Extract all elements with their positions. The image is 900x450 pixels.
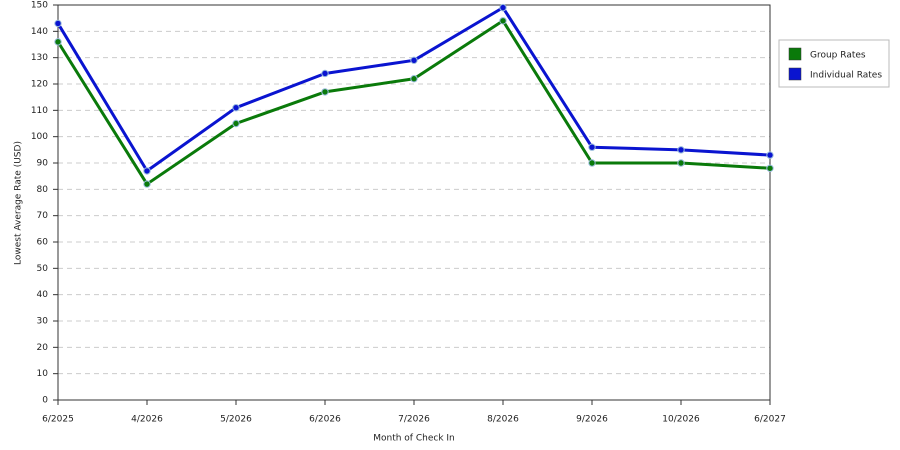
data-point [321, 69, 329, 78]
y-tick-label: 20 [37, 343, 49, 353]
data-point [143, 167, 151, 175]
x-tick-label: 6/2027 [754, 415, 786, 425]
y-tick-label: 10 [37, 369, 49, 379]
y-tick-label: 80 [37, 185, 49, 195]
y-tick-label: 50 [37, 264, 49, 274]
plot-frame [57, 4, 771, 401]
series-line [56, 6, 771, 173]
data-point [143, 180, 151, 188]
x-tick-label: 8/2026 [487, 415, 519, 425]
y-tick-label: 100 [31, 132, 48, 142]
legend-swatch [788, 47, 802, 61]
data-point [499, 3, 507, 12]
data-point [766, 151, 774, 159]
x-tick-label: 6/2026 [309, 415, 341, 425]
y-axis-label: Lowest Average Rate (USD) [14, 141, 24, 265]
x-tick-label: 9/2026 [576, 415, 608, 425]
legend-label: Group Rates [810, 51, 866, 61]
y-tick-label: 40 [37, 290, 49, 300]
y-tick-label: 70 [37, 211, 49, 221]
data-point [588, 143, 596, 151]
legend-swatch [788, 67, 802, 81]
data-point [677, 159, 685, 167]
y-tick-label: 120 [31, 80, 48, 90]
y-tick-label: 110 [31, 106, 48, 116]
y-tick-label: 60 [37, 238, 49, 248]
data-point [54, 38, 62, 46]
data-point [766, 164, 774, 172]
x-tick-label: 5/2026 [220, 415, 252, 425]
y-tick-label: 90 [37, 159, 49, 169]
y-tick-label: 0 [42, 396, 48, 406]
x-tick-label: 10/2026 [662, 415, 700, 425]
data-point [321, 88, 329, 96]
y-tick-label: 130 [31, 53, 48, 63]
data-point [410, 75, 418, 83]
x-tick-label: 6/2025 [42, 415, 74, 425]
data-point [499, 17, 507, 25]
x-axis-label: Month of Check In [373, 434, 455, 444]
data-point [232, 104, 240, 112]
data-point [410, 56, 418, 64]
data-point [54, 19, 62, 28]
legend-label: Individual Rates [810, 71, 882, 81]
y-tick-label: 140 [31, 27, 48, 37]
data-point [588, 159, 596, 167]
y-tick-label: 150 [31, 1, 48, 11]
x-tick-label: 4/2026 [131, 415, 163, 425]
data-point [677, 146, 685, 154]
y-tick-label: 30 [37, 317, 49, 327]
data-point [232, 119, 240, 128]
x-tick-label: 7/2026 [398, 415, 430, 425]
legend: Group Rates Individual Rates [778, 39, 890, 88]
